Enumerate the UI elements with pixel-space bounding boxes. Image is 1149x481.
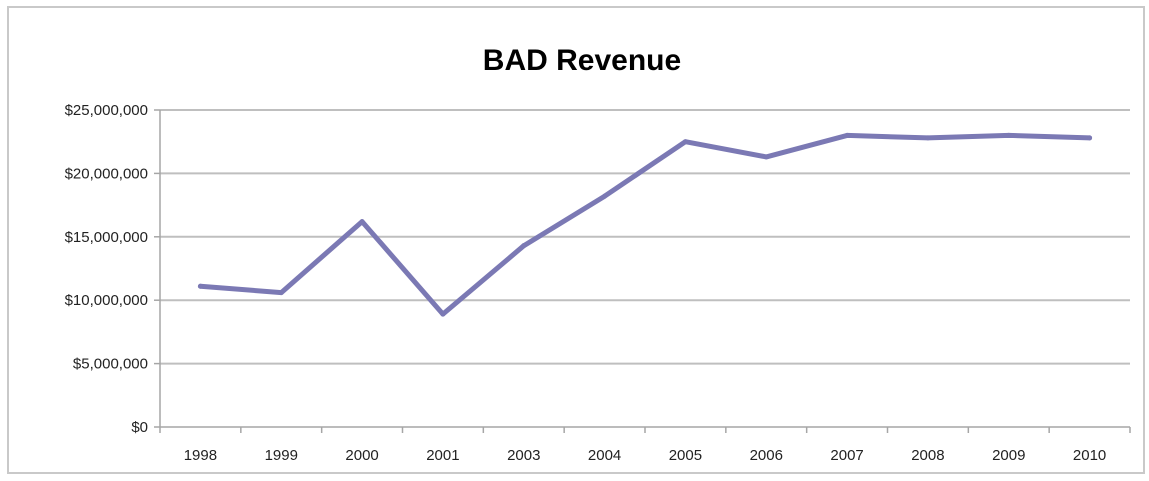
data-point <box>763 154 769 160</box>
y-tick-label: $25,000,000 <box>65 102 148 119</box>
data-point <box>602 193 608 199</box>
chart-title: BAD Revenue <box>483 44 681 77</box>
gridlines <box>160 109 1130 365</box>
data-point <box>440 311 446 317</box>
data-point <box>844 132 850 138</box>
y-tick-label: $15,000,000 <box>65 229 148 246</box>
x-tick-label: 2004 <box>588 447 621 464</box>
x-tick-label: 2001 <box>426 447 459 464</box>
x-tick-label: 1999 <box>265 447 298 464</box>
series-line <box>197 132 1093 317</box>
data-point <box>521 243 527 249</box>
data-point <box>197 283 203 289</box>
x-tick-label: 2010 <box>1073 447 1106 464</box>
chart-frame <box>7 6 1145 474</box>
y-tick-label: $20,000,000 <box>65 165 148 182</box>
x-tick-label: 2008 <box>911 447 944 464</box>
x-tick-label: 2006 <box>750 447 783 464</box>
y-axis-ticks: $0 $5,000,000 $10,000,000 $15,000,000 $20,00… <box>65 102 160 436</box>
data-point <box>1006 132 1012 138</box>
x-tick-label: 2009 <box>992 447 1025 464</box>
data-point <box>278 290 284 296</box>
y-tick-label: $0 <box>131 419 148 436</box>
x-tick-label: 2007 <box>830 447 863 464</box>
data-point <box>359 219 365 225</box>
y-tick-label: $10,000,000 <box>65 292 148 309</box>
x-tick-label: 1998 <box>184 447 217 464</box>
x-tick-label: 2000 <box>345 447 378 464</box>
x-axis-ticks: 1998 1999 2000 2001 2003 2004 2005 2006 2007 2008… <box>159 427 1131 464</box>
data-point <box>925 135 931 141</box>
series-layer <box>197 132 1093 317</box>
y-tick-label: $5,000,000 <box>73 356 148 373</box>
x-tick-label: 2005 <box>669 447 702 464</box>
x-tick-label: 2003 <box>507 447 540 464</box>
data-point <box>1087 135 1093 141</box>
data-point <box>682 139 688 145</box>
